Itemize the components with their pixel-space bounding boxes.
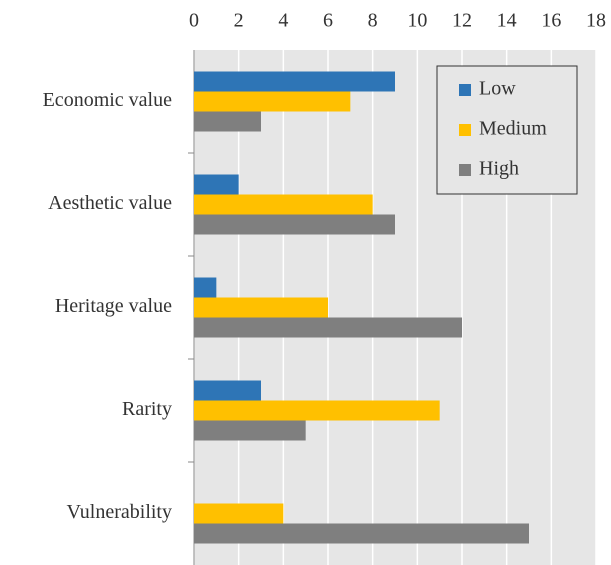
x-tick-label: 16	[541, 10, 561, 32]
bar	[194, 194, 373, 215]
bar	[194, 523, 529, 544]
legend-swatch	[459, 164, 471, 176]
bar	[194, 111, 261, 132]
bar	[194, 317, 462, 338]
x-tick-label: 14	[497, 10, 517, 32]
bar	[194, 214, 395, 235]
x-tick-label: 0	[189, 10, 199, 32]
x-tick-label: 18	[586, 10, 606, 32]
bar	[194, 277, 217, 298]
bar	[194, 420, 306, 441]
y-tick-label: Vulnerability	[67, 501, 172, 523]
y-tick-label: Aesthetic value	[48, 192, 172, 214]
x-tick-label: 10	[407, 10, 427, 32]
x-tick-label: 12	[452, 10, 472, 32]
x-tick-label: 4	[278, 10, 288, 32]
x-tick-label: 6	[323, 10, 333, 32]
legend-label: Low	[479, 78, 516, 100]
x-tick-label: 2	[234, 10, 244, 32]
legend-swatch	[459, 124, 471, 136]
legend-swatch	[459, 84, 471, 96]
bar	[194, 400, 440, 421]
bar	[194, 174, 239, 195]
x-tick-label: 8	[368, 10, 378, 32]
bar	[194, 503, 284, 524]
legend-label: High	[479, 158, 519, 180]
y-tick-label: Rarity	[122, 398, 172, 420]
legend-label: Medium	[479, 118, 547, 140]
bar	[194, 71, 395, 92]
y-tick-label: Heritage value	[55, 295, 172, 317]
bar	[194, 380, 261, 401]
bar	[194, 297, 328, 318]
y-tick-label: Economic value	[43, 89, 173, 111]
bar	[194, 91, 351, 112]
